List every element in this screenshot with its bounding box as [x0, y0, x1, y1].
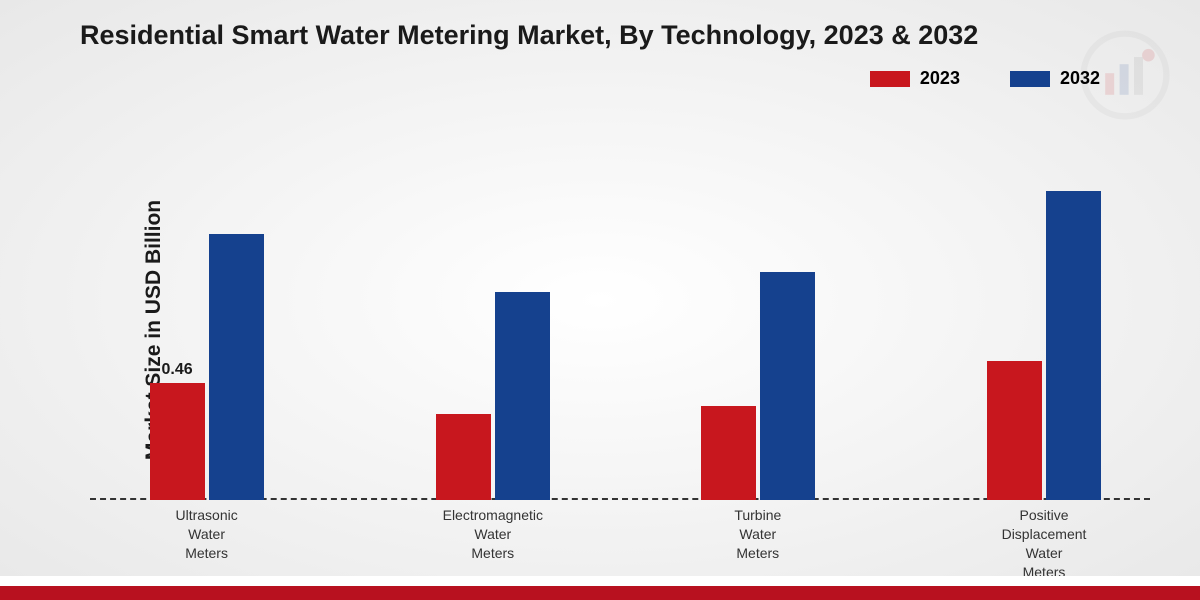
bar [1046, 191, 1101, 500]
legend-item: 2023 [870, 68, 960, 89]
category-label: Turbine Water Meters [734, 506, 781, 563]
legend-label: 2023 [920, 68, 960, 89]
footer-red-bar [0, 586, 1200, 600]
legend-swatch [1010, 71, 1050, 87]
footer-white-strip [0, 576, 1200, 586]
bar-value-label: 0.46 [162, 361, 193, 379]
bar-group [436, 292, 550, 500]
legend-swatch [870, 71, 910, 87]
bar [495, 292, 550, 500]
bar [987, 361, 1042, 500]
legend-item: 2032 [1010, 68, 1100, 89]
category-label: Positive Displacement Water Meters [1002, 506, 1087, 582]
chart-container: Residential Smart Water Metering Market,… [0, 0, 1200, 600]
plot-area: 0.46 [90, 120, 1150, 500]
bar: 0.46 [150, 383, 205, 500]
bar [436, 414, 491, 500]
category-label: Ultrasonic Water Meters [175, 506, 237, 563]
legend: 2023 2032 [870, 68, 1100, 89]
bar-group [701, 272, 815, 500]
bar [701, 406, 756, 500]
bar-group: 0.46 [150, 234, 264, 500]
legend-label: 2032 [1060, 68, 1100, 89]
bar [760, 272, 815, 500]
bar [209, 234, 264, 500]
category-label: Electromagnetic Water Meters [443, 506, 543, 563]
chart-title: Residential Smart Water Metering Market,… [80, 20, 978, 51]
bar-group [987, 191, 1101, 500]
